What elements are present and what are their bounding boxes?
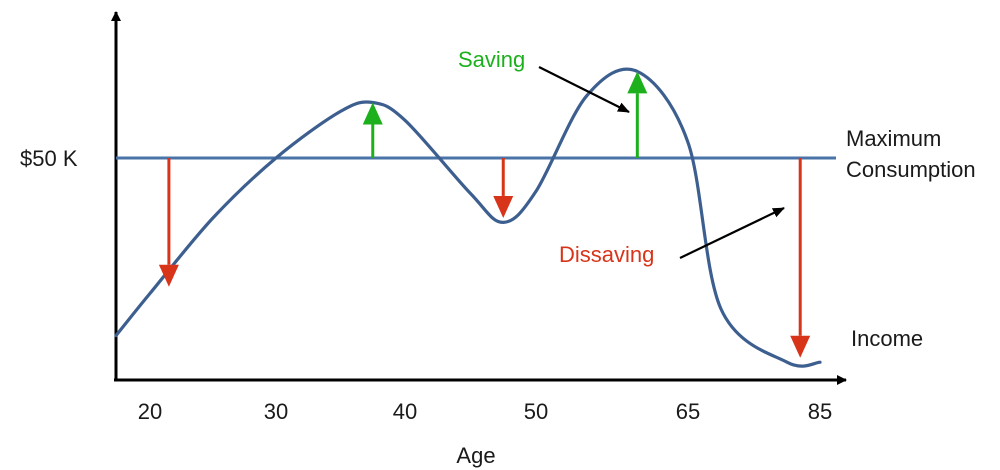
dissaving-arrow bbox=[790, 158, 811, 358]
annotation-pointers bbox=[538, 66, 785, 259]
dissaving-arrow-head bbox=[493, 195, 514, 218]
x-tick-label: 20 bbox=[138, 399, 162, 424]
dissaving-arrow bbox=[493, 158, 514, 218]
dissaving-arrow-head bbox=[790, 335, 811, 358]
max-consumption-label: Maximum bbox=[846, 126, 941, 151]
x-tick-label: 30 bbox=[264, 399, 288, 424]
x-axis-label: Age bbox=[456, 443, 495, 468]
saving-pointer-arrow bbox=[538, 66, 630, 113]
y-tick-label: $50 K bbox=[20, 146, 78, 171]
income-label: Income bbox=[851, 326, 923, 351]
saving-arrow bbox=[627, 71, 648, 158]
dissaving-arrow-head bbox=[158, 264, 179, 287]
dissaving-arrow bbox=[158, 158, 179, 287]
saving-arrow bbox=[362, 102, 383, 158]
x-tick-label: 85 bbox=[808, 399, 832, 424]
dissaving-pointer-arrow bbox=[679, 207, 785, 259]
x-tick-label: 40 bbox=[393, 399, 417, 424]
saving-arrow-head bbox=[627, 71, 648, 94]
axes bbox=[111, 11, 847, 385]
dissaving-annotation: Dissaving bbox=[559, 242, 654, 267]
saving-dissaving-arrows bbox=[158, 71, 811, 358]
x-tick-label: 50 bbox=[524, 399, 548, 424]
max-consumption-label: Consumption bbox=[846, 157, 976, 182]
saving-arrow-head bbox=[362, 102, 383, 125]
x-tick-label: 65 bbox=[676, 399, 700, 424]
saving-annotation: Saving bbox=[458, 47, 525, 72]
income-curve bbox=[114, 67, 822, 368]
income-curve-layer bbox=[114, 67, 822, 368]
